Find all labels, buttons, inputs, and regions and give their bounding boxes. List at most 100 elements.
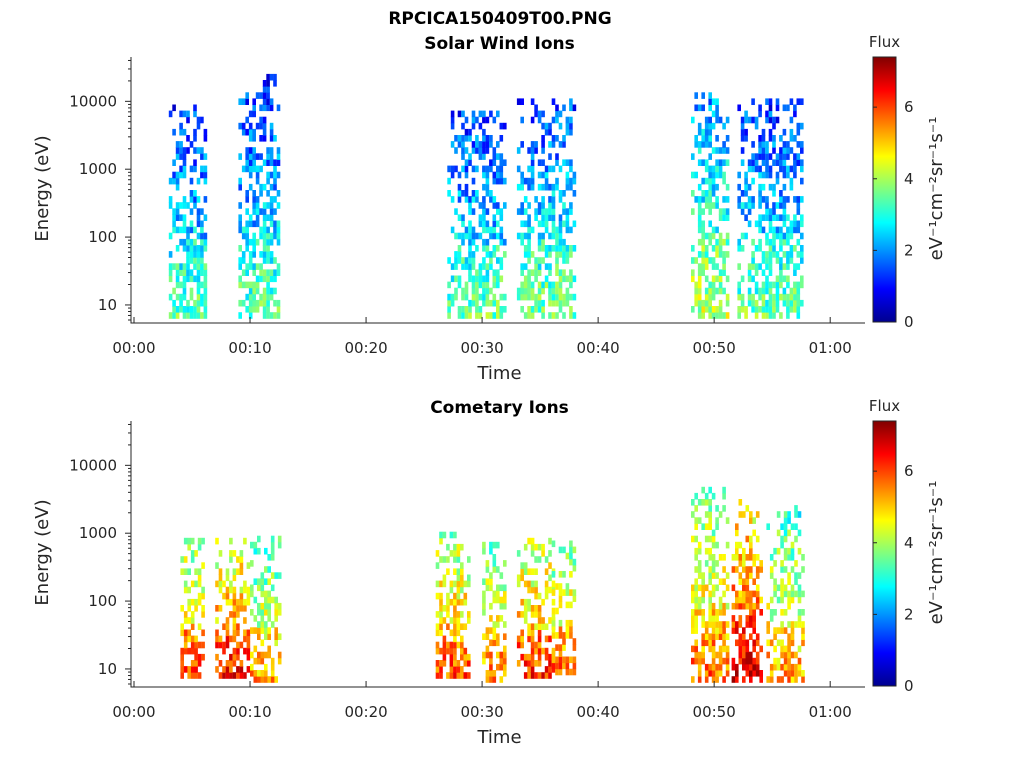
flux-cell <box>765 299 769 307</box>
flux-cell <box>747 220 752 228</box>
flux-cell <box>266 190 270 197</box>
flux-cell <box>478 306 483 313</box>
flux-cell <box>787 590 791 598</box>
flux-cell <box>797 529 802 537</box>
flux-cell <box>694 299 698 307</box>
flux-cell <box>775 281 780 289</box>
flux-cell <box>456 641 461 649</box>
flux-cell <box>548 660 552 667</box>
flux-cell <box>442 617 447 624</box>
flux-cell <box>773 560 777 567</box>
flux-cell <box>558 668 563 676</box>
flux-cell <box>572 177 577 185</box>
x-tick-label: 00:20 <box>344 703 387 721</box>
flux-cell <box>257 676 261 683</box>
flux-cell <box>779 196 783 203</box>
flux-cell <box>267 578 271 585</box>
flux-cell <box>435 550 440 557</box>
flux-cell <box>742 639 746 647</box>
flux-cell <box>172 287 176 295</box>
flux-cell <box>780 578 784 585</box>
flux-cell <box>801 627 805 634</box>
flux-cell <box>194 672 198 679</box>
flux-cell <box>482 633 486 640</box>
flux-cell <box>697 293 702 301</box>
flux-cell <box>745 505 750 512</box>
flux-cell <box>737 196 741 203</box>
flux-cell <box>725 621 730 628</box>
flux-cell <box>537 232 542 240</box>
flux-cell <box>442 531 447 539</box>
flux-cell <box>715 560 719 567</box>
flux-cell <box>489 602 493 610</box>
flux-cell <box>715 245 719 252</box>
flux-cell <box>193 245 197 252</box>
flux-cell <box>738 657 743 665</box>
flux-cell <box>468 306 472 313</box>
flux-cell <box>800 232 804 240</box>
flux-cell <box>527 232 531 240</box>
flux-cell <box>255 177 260 185</box>
flux-cell <box>765 251 769 258</box>
flux-cell <box>520 281 524 289</box>
flux-cell <box>772 141 776 148</box>
flux-cell <box>262 232 267 240</box>
flux-cell <box>704 116 709 124</box>
flux-cell <box>489 541 493 549</box>
flux-cell <box>752 621 756 628</box>
flux-cell <box>527 287 531 295</box>
flux-cell <box>496 171 500 179</box>
flux-cell <box>558 662 563 670</box>
flux-cell <box>749 602 753 610</box>
flux-cell <box>218 605 223 612</box>
flux-cell <box>691 609 695 616</box>
flux-cell <box>482 165 486 173</box>
flux-cell <box>527 312 531 319</box>
flux-cell <box>738 578 743 585</box>
flux-cell <box>183 635 188 643</box>
flux-cell <box>492 627 497 634</box>
flux-cell <box>245 232 249 240</box>
flux-cell <box>496 165 500 173</box>
flux-cell <box>499 238 504 246</box>
flux-cell <box>241 128 246 136</box>
flux-cell <box>179 299 183 307</box>
flux-cell <box>551 196 556 203</box>
flux-cell <box>537 623 542 630</box>
flux-cell <box>186 232 190 240</box>
flux-cell <box>722 263 726 270</box>
flux-cell <box>530 653 535 661</box>
flux-cell <box>457 214 462 221</box>
flux-cell <box>786 275 790 283</box>
flux-cell <box>187 605 191 612</box>
flux-cell <box>463 647 468 655</box>
flux-cell <box>544 281 549 289</box>
flux-cell <box>572 104 577 112</box>
flux-cell <box>449 598 454 606</box>
flux-cell <box>270 657 275 665</box>
flux-cell <box>789 226 794 234</box>
flux-cell <box>201 629 205 637</box>
flux-cell <box>555 263 559 270</box>
flux-cell <box>768 98 773 105</box>
flux-cell <box>754 263 759 270</box>
flux-cell <box>255 263 260 270</box>
flux-cell <box>520 293 524 301</box>
flux-cell <box>190 556 195 563</box>
flux-cell <box>793 165 797 173</box>
flux-cell <box>527 537 531 545</box>
flux-cell <box>786 257 790 264</box>
flux-cell <box>457 110 462 118</box>
flux-cell <box>787 578 791 585</box>
flux-cell <box>749 609 753 616</box>
flux-cell <box>708 535 712 543</box>
flux-cell <box>489 287 493 295</box>
flux-cell <box>555 607 559 615</box>
flux-cell <box>783 566 788 573</box>
flux-cell <box>527 598 531 606</box>
flux-cell <box>797 670 802 677</box>
flux-cell <box>534 196 538 203</box>
flux-cell <box>485 312 490 319</box>
flux-cell <box>787 645 791 653</box>
